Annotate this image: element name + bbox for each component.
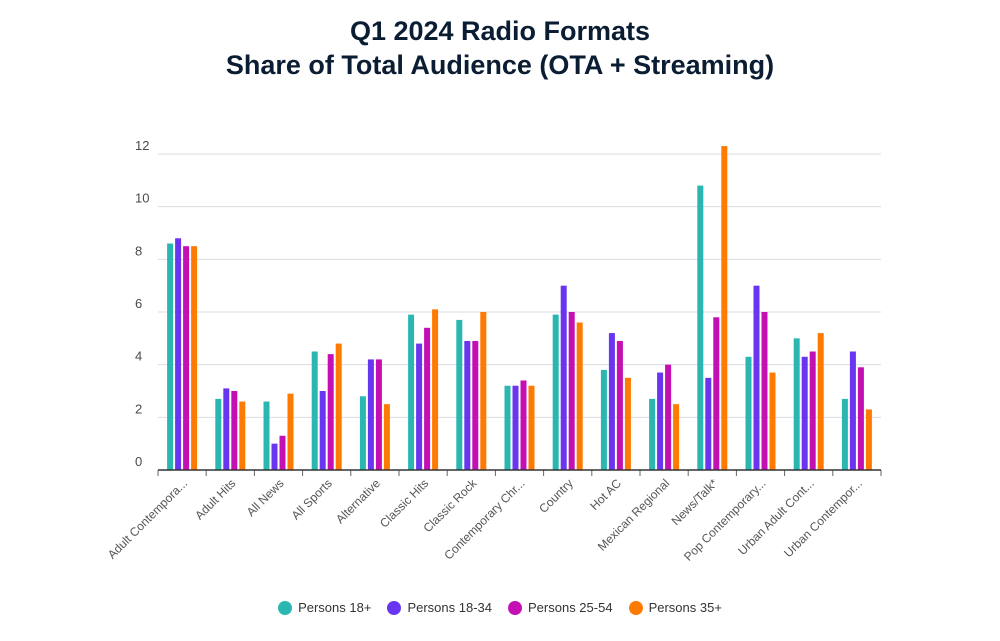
- bar: [271, 443, 278, 470]
- legend-swatch: [628, 600, 643, 615]
- bar: [408, 314, 415, 470]
- bar: [335, 343, 342, 470]
- x-tick-label: All Sports: [289, 476, 335, 522]
- bar: [761, 312, 768, 470]
- x-tick-label: Contemporary Chr...: [441, 476, 527, 562]
- bar: [697, 185, 704, 470]
- chart-title-line2: Share of Total Audience (OTA + Streaming…: [225, 50, 775, 80]
- bar: [432, 309, 439, 470]
- y-tick-label: 0: [135, 454, 142, 469]
- bar: [657, 372, 664, 470]
- bar: [223, 388, 230, 470]
- bar: [616, 340, 623, 470]
- bar: [375, 359, 382, 470]
- bar: [239, 401, 246, 470]
- bar: [865, 409, 872, 470]
- bar: [568, 312, 575, 470]
- bar: [753, 285, 760, 470]
- bar: [745, 356, 752, 470]
- bar: [215, 398, 222, 470]
- bar: [456, 319, 463, 470]
- bar: [464, 340, 471, 470]
- bar: [359, 396, 366, 470]
- bar: [327, 354, 334, 470]
- legend-label: Persons 35+: [648, 600, 722, 615]
- legend-item[interactable]: Persons 35+: [628, 600, 722, 615]
- x-tick-label: News/Talk*: [669, 476, 721, 528]
- bar: [608, 333, 615, 470]
- bar: [512, 385, 519, 470]
- bar: [649, 398, 656, 470]
- bar: [793, 338, 800, 470]
- bar: [504, 385, 511, 470]
- y-tick-label: 4: [135, 349, 142, 364]
- bar: [424, 327, 431, 470]
- x-tick-label: Adult Contempora...: [105, 476, 190, 561]
- bar: [263, 401, 270, 470]
- legend-label: Persons 18+: [298, 600, 372, 615]
- bar: [528, 385, 535, 470]
- bar: [416, 343, 423, 470]
- bar: [311, 351, 318, 470]
- chart-legend: Persons 18+ Persons 18-34 Persons 25-54 Per…: [0, 600, 1000, 615]
- legend-swatch: [278, 600, 293, 615]
- bar: [624, 377, 631, 470]
- legend-label: Persons 18-34: [407, 600, 492, 615]
- bar: [600, 369, 607, 470]
- bar: [480, 312, 487, 470]
- bar: [809, 351, 816, 470]
- y-tick-label: 2: [135, 401, 142, 416]
- bar: [560, 285, 567, 470]
- bar: [769, 372, 776, 470]
- bar: [705, 377, 712, 470]
- legend-item[interactable]: Persons 25-54: [508, 600, 613, 615]
- bar: [520, 380, 527, 470]
- bar: [383, 404, 390, 470]
- legend-label: Persons 25-54: [528, 600, 613, 615]
- bar: [673, 404, 680, 470]
- bar: [287, 393, 294, 470]
- bar: [183, 246, 190, 470]
- bar: [231, 391, 238, 470]
- bar: [576, 322, 583, 470]
- bar: [279, 435, 286, 470]
- chart-title-line1: Q1 2024 Radio Formats: [349, 16, 651, 46]
- bar: [849, 351, 856, 470]
- bar: [801, 356, 808, 470]
- legend-swatch: [508, 600, 522, 615]
- y-tick-label: 12: [135, 138, 149, 153]
- x-tick-label: Alternative: [333, 476, 383, 526]
- y-tick-label: 10: [135, 191, 149, 206]
- bar: [319, 391, 326, 470]
- bar: [175, 238, 182, 470]
- bar: [817, 333, 824, 470]
- bar: [191, 246, 198, 470]
- bar: [721, 146, 728, 470]
- legend-swatch: [387, 600, 402, 615]
- bar: [472, 340, 479, 470]
- bar: [665, 364, 672, 470]
- bar: [552, 314, 559, 470]
- x-tick-label: Pop Contemporary...: [681, 476, 769, 564]
- y-tick-label: 6: [135, 296, 142, 311]
- bar: [841, 398, 848, 470]
- bar: [367, 359, 374, 470]
- bar: [857, 367, 864, 470]
- bar: [713, 317, 720, 470]
- y-tick-label: 8: [135, 243, 142, 258]
- x-tick-label: Adult Hits: [192, 476, 238, 522]
- legend-item[interactable]: Persons 18-34: [387, 600, 492, 615]
- x-tick-label: Hot AC: [587, 476, 624, 513]
- x-tick-label: All News: [244, 476, 287, 519]
- legend-item[interactable]: Persons 18+: [278, 600, 371, 615]
- x-tick-label: Country: [536, 476, 576, 516]
- bar: [167, 243, 174, 470]
